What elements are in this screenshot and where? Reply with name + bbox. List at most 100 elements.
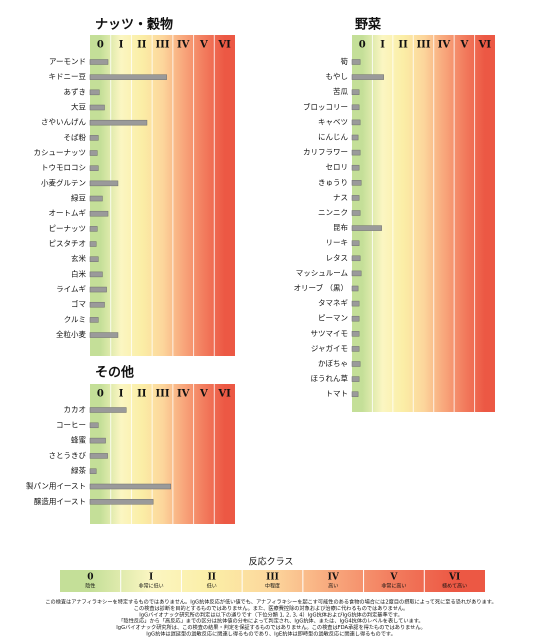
bar	[351, 119, 361, 126]
row-label: もやし	[326, 72, 349, 81]
bar	[351, 195, 360, 201]
legend-description: 中程度	[265, 583, 280, 590]
row-label: 小麦グルテン	[41, 177, 86, 187]
x-tick-label: IV	[177, 389, 190, 400]
x-tick-label: VI	[478, 40, 492, 51]
note: IgG抗体は遅延型の過敏反応に関連し得るものであり、IgE抗体は即時型の過敏反応…	[146, 630, 396, 638]
bar	[89, 150, 98, 156]
legend-description: 低い	[207, 583, 217, 590]
row-label: オリーブ （黒）	[294, 283, 348, 293]
legend-description: 陰性	[85, 583, 95, 590]
row-label: サツマイモ	[311, 329, 349, 338]
bar	[89, 256, 99, 262]
row-label: そば粉	[64, 132, 87, 142]
row-label: アーモンド	[49, 57, 86, 66]
row-label: リーキ	[326, 238, 349, 247]
bar	[351, 300, 360, 307]
bar	[89, 301, 105, 308]
row-label: セロリ	[326, 163, 349, 172]
x-tick-label: I	[380, 40, 385, 51]
bar	[351, 270, 362, 277]
row-label: 昆布	[333, 222, 348, 232]
bar	[89, 499, 154, 505]
bar	[89, 407, 127, 413]
row-label: ブロッコリー	[303, 101, 348, 111]
legend-description: 非常に高い	[381, 583, 406, 590]
x-tick-label: 0	[97, 40, 104, 51]
bar	[89, 119, 148, 126]
row-label: 緑茶	[71, 465, 86, 475]
bar	[351, 89, 360, 95]
note: IgGバイオナック研究所の判定は以下の通りです（下位分類 1, 2, 3, 4）…	[139, 610, 402, 618]
row-label: かぼちゃ	[318, 359, 348, 368]
x-tick-label: II	[137, 389, 147, 400]
bar	[351, 149, 361, 156]
row-label: 筍	[341, 56, 349, 66]
bar	[89, 241, 97, 247]
bar	[89, 165, 99, 171]
panel-title: 野菜	[355, 17, 381, 33]
bar	[351, 285, 359, 292]
row-label: 醸造用イースト	[34, 496, 86, 506]
legend-class: 0	[87, 573, 93, 583]
legend-class: I	[149, 573, 153, 583]
bar	[89, 195, 103, 202]
x-tick-label: VI	[217, 40, 231, 51]
row-label: 全粒小麦	[56, 329, 86, 339]
bar	[89, 286, 107, 293]
bar	[351, 376, 360, 382]
row-label: きゅうり	[318, 178, 348, 187]
x-tick-label: V	[199, 40, 208, 51]
note: この検査は診断を目的とするものではありません。また、医療費控除の対象および治療に…	[134, 604, 408, 612]
bar	[89, 483, 172, 490]
bar	[351, 104, 360, 111]
bar	[89, 468, 97, 474]
bar	[89, 180, 119, 187]
bar	[351, 240, 360, 246]
x-tick-label: I	[119, 40, 124, 51]
row-label: 製パン用イースト	[26, 481, 86, 491]
note: この検査はアナフィラキシーを特定するものではありません。IgG抗体反応が低い値で…	[45, 598, 496, 606]
bar	[351, 315, 360, 322]
bar	[351, 74, 384, 80]
panel-title: ナッツ・穀物	[95, 17, 173, 33]
bar	[89, 210, 109, 217]
row-label: ニンニク	[318, 208, 348, 217]
bar	[89, 59, 109, 65]
row-label: カシューナッツ	[34, 148, 87, 157]
bar	[351, 225, 382, 231]
bar	[351, 346, 360, 352]
bar	[351, 391, 359, 397]
x-tick-label: IV	[438, 40, 451, 51]
row-label: タマネギ	[318, 299, 348, 308]
legend-class: III	[266, 573, 279, 583]
bar	[89, 271, 103, 278]
bar	[351, 59, 361, 65]
x-tick-label: IV	[177, 40, 190, 51]
x-tick-label: 0	[359, 40, 366, 51]
row-label: オートムギ	[49, 209, 87, 218]
panel-title: その他	[95, 365, 134, 381]
bar	[351, 134, 359, 141]
bar	[351, 180, 362, 186]
bar	[89, 437, 106, 444]
row-label: ほうれん草	[311, 373, 349, 383]
bar	[89, 104, 105, 111]
bar	[351, 255, 361, 262]
row-label: にんじん	[318, 133, 348, 142]
row-label: あずき	[64, 86, 87, 96]
row-label: クルミ	[64, 315, 86, 324]
row-label: さとうきび	[49, 451, 87, 460]
row-label: ジャガイモ	[311, 343, 348, 353]
x-tick-label: V	[199, 389, 208, 400]
row-label: 玄米	[71, 253, 86, 263]
row-label: カリフラワー	[303, 148, 348, 157]
class-background	[352, 35, 495, 412]
note: 「陰性反応」から「高反応」までの区分は抗体値の分布によって判定され、IgG抗体、…	[118, 617, 423, 625]
legend-description: 非常に低い	[139, 583, 164, 590]
row-label: 緑豆	[71, 193, 86, 203]
row-label: ナス	[333, 193, 348, 202]
x-tick-label: I	[119, 389, 124, 400]
